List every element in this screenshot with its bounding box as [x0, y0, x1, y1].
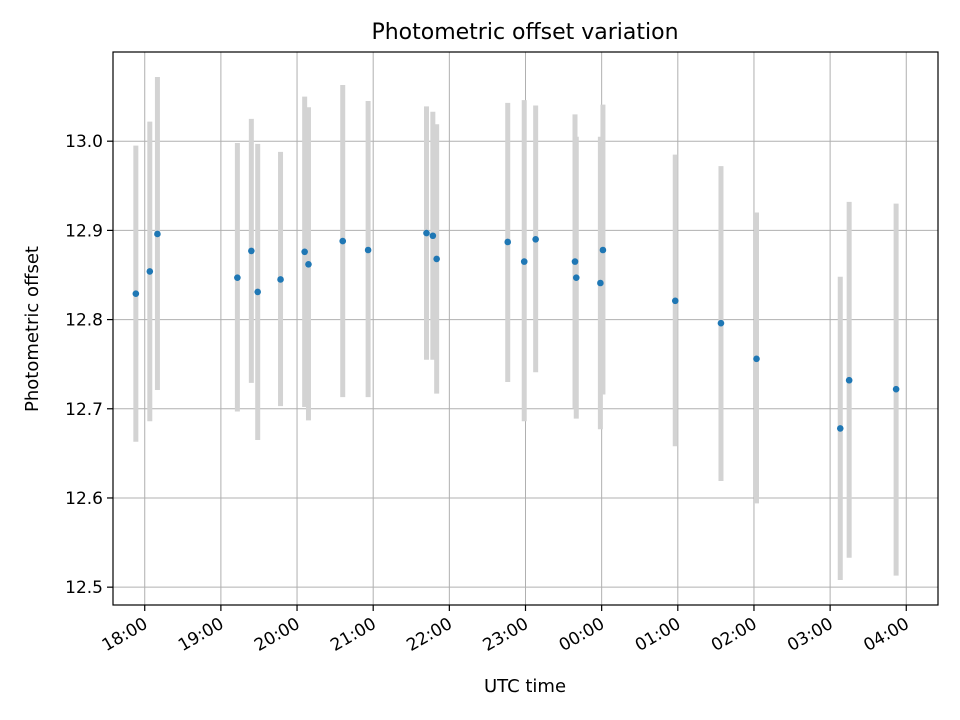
data-point: [717, 319, 725, 327]
data-point: [339, 237, 347, 245]
y-tick-label: 13.0: [65, 132, 103, 152]
y-tick-label: 12.8: [65, 311, 103, 331]
data-point: [305, 260, 312, 268]
data-point: [671, 297, 679, 305]
data-point: [277, 276, 284, 283]
x-axis-label: UTC time: [484, 676, 566, 697]
y-tick-label: 12.7: [65, 400, 103, 420]
data-point: [433, 255, 440, 263]
data-point: [836, 425, 844, 432]
data-point: [429, 232, 437, 240]
chart-title: Photometric offset variation: [371, 20, 678, 45]
data-point: [892, 385, 900, 393]
data-points: [132, 229, 900, 432]
y-tick-label: 12.9: [65, 221, 103, 241]
data-point: [753, 355, 760, 363]
data-point: [599, 246, 607, 254]
data-point: [520, 258, 528, 265]
data-point: [423, 229, 430, 237]
y-tick-label: 12.6: [65, 489, 103, 509]
data-point: [571, 258, 579, 265]
y-axis-ticks: 12.5 12.6 12.7 12.8 12.9 13.0: [65, 132, 113, 598]
data-point: [597, 279, 604, 287]
data-point: [254, 288, 261, 296]
data-point: [234, 274, 241, 281]
data-point: [504, 238, 512, 246]
data-point: [132, 290, 140, 298]
y-tick-label: 12.5: [65, 578, 103, 598]
data-point: [845, 376, 853, 384]
data-point: [146, 268, 154, 275]
data-point: [532, 236, 539, 243]
data-point: [248, 247, 255, 255]
data-point: [154, 230, 161, 238]
data-point: [301, 248, 308, 256]
y-axis-label: Photometric offset: [22, 246, 43, 412]
data-point: [364, 246, 372, 254]
data-point: [572, 274, 580, 281]
